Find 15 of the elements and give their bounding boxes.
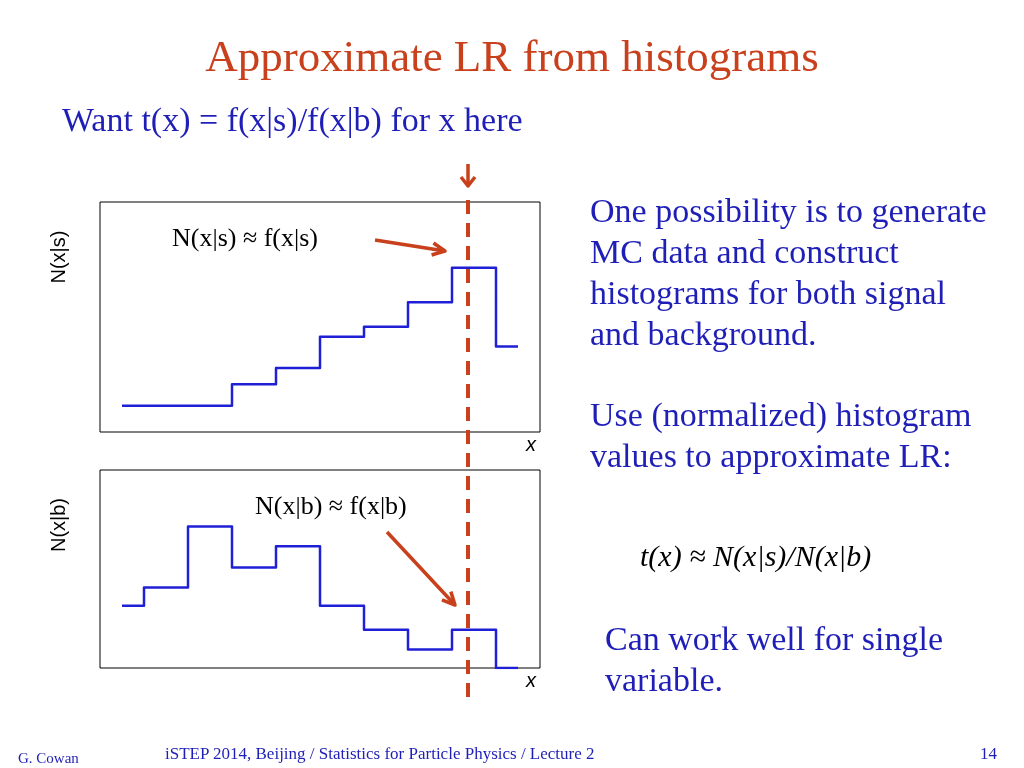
text: Want t(x) = f(x|s)/f(x|b) for x here: [62, 100, 523, 140]
x-axis-title: x: [525, 433, 537, 455]
text: 14: [980, 743, 997, 765]
y-axis-title: N(x|b): [47, 497, 69, 553]
text: N(x|s) ≈ f(x|s): [172, 222, 318, 252]
text: One possibility is to generate MC data and construct histograms for both signal and background.: [590, 191, 988, 354]
text: Approximate LR from histograms: [204, 30, 820, 82]
text: G. Cowan: [18, 749, 79, 768]
text: t(x) ≈ N(x|s)/N(x|b): [640, 538, 872, 574]
text: iSTEP 2014, Beijing / Statistics for Particle Physics / Lecture 2: [165, 743, 595, 765]
text: N(x|b) ≈ f(x|b): [255, 490, 407, 520]
text: Can work well for single variable.: [605, 619, 945, 700]
x-axis-title: x: [525, 669, 537, 691]
y-axis-title: N(x|s): [47, 230, 69, 284]
text: Use (normalized) histogram values to approximate LR:: [590, 395, 973, 476]
